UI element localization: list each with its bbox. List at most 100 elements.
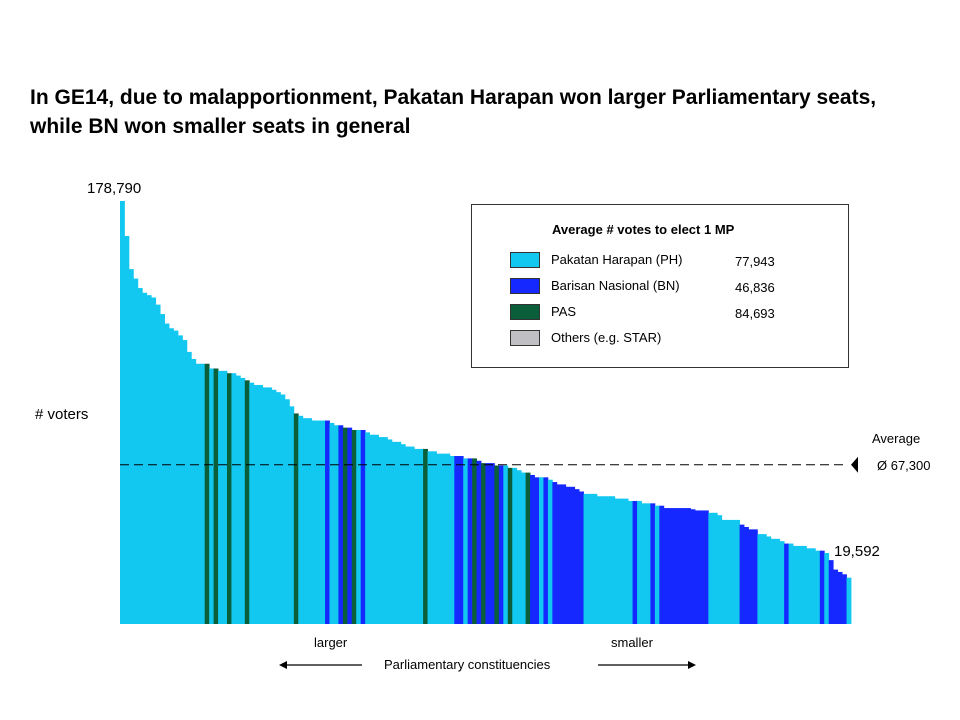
bar-ph <box>302 418 308 624</box>
bar-ph <box>503 465 509 624</box>
bar-ph <box>320 420 326 624</box>
bar-bn <box>744 527 749 624</box>
bar-ph <box>427 451 433 624</box>
bar-bn <box>650 503 656 624</box>
bar-ph <box>516 470 522 624</box>
bar-ph <box>405 446 411 624</box>
bar-ph <box>369 434 375 624</box>
larger-label: larger <box>314 635 348 650</box>
bar-ph <box>195 363 201 624</box>
others-swatch <box>510 330 540 346</box>
bar-ph <box>191 359 197 624</box>
bar-ph <box>311 420 317 624</box>
bar-bn <box>530 474 535 624</box>
bar-ph <box>253 385 259 624</box>
bar-ph <box>160 314 165 624</box>
bar-bn <box>360 430 366 624</box>
bar-bn <box>574 489 580 624</box>
bar-ph <box>409 446 415 624</box>
bar-bn <box>828 560 834 624</box>
bar-pas <box>494 465 500 624</box>
bar-ph <box>596 496 602 624</box>
bar-ph <box>329 422 335 624</box>
bar-ph <box>218 370 223 624</box>
bar-bn <box>659 505 665 624</box>
bar-ph <box>164 323 170 624</box>
bar-ph <box>169 328 174 624</box>
bar-ph <box>445 453 451 624</box>
left-arrow-icon <box>279 661 287 669</box>
bar-bn <box>552 482 558 624</box>
bar-ph <box>200 363 206 624</box>
bar-pas <box>507 467 513 624</box>
bar-ph <box>583 493 589 624</box>
bar-ph <box>726 519 732 624</box>
bar-pas <box>213 368 219 624</box>
bar-ph <box>378 437 384 624</box>
bar-ph <box>284 399 290 624</box>
bar-ph <box>628 500 633 624</box>
bar-ph <box>209 368 215 624</box>
bar-ph <box>721 519 727 624</box>
bar-bn <box>784 543 789 624</box>
bar-ph <box>391 441 397 624</box>
bar-pas <box>423 448 428 624</box>
bar-bn <box>498 465 504 624</box>
right-arrow-icon <box>688 661 696 669</box>
smaller-label: smaller <box>611 635 653 650</box>
bar-bn <box>454 456 460 624</box>
bar-bn <box>842 574 847 624</box>
legend-value: 77,943 <box>735 254 775 269</box>
bar-bn <box>694 510 700 624</box>
bar-ph <box>249 382 255 624</box>
bar-ph <box>289 406 295 624</box>
bar-ph <box>761 534 767 624</box>
bar-ph <box>637 500 642 624</box>
bar-ph <box>654 505 660 624</box>
bar-ph <box>601 496 607 624</box>
bar-bn <box>632 500 638 624</box>
bar-ph <box>142 292 148 624</box>
bar-bn <box>338 425 344 624</box>
bar-ph <box>735 519 740 624</box>
bar-ph <box>610 496 616 624</box>
average-marker-icon <box>851 456 858 473</box>
legend: Average # votes to elect 1 MP Pakatan Ha… <box>471 204 849 368</box>
bar-ph <box>775 538 781 624</box>
y-axis-label: # voters <box>35 406 89 423</box>
bar-bn <box>819 550 825 624</box>
bar-bn <box>752 529 758 624</box>
bar-bn <box>681 508 687 624</box>
bar-ph <box>614 498 620 624</box>
bar-ph <box>387 439 393 624</box>
bar-pas <box>244 380 250 624</box>
bar-bn <box>686 508 691 624</box>
bar-ph <box>235 375 241 624</box>
bar-ph <box>151 297 157 624</box>
bar-ph <box>708 512 714 624</box>
bar-ph <box>521 472 527 624</box>
pas-swatch <box>510 304 540 320</box>
bar-ph <box>356 430 362 624</box>
bar-ph <box>717 515 723 624</box>
bar-ph <box>276 392 281 624</box>
bar-ph <box>316 420 321 624</box>
legend-item-bn: Barisan Nasional (BN) 46,836 <box>510 278 840 298</box>
max-value-label: 178,790 <box>87 180 142 197</box>
bar-ph <box>779 541 785 624</box>
bar-ph <box>757 534 763 624</box>
bar-group <box>120 201 852 625</box>
bar-ph <box>712 512 718 624</box>
bar-ph <box>623 498 629 624</box>
bar-bn <box>699 510 705 624</box>
bar-bn <box>565 486 571 624</box>
bar-ph <box>815 550 821 624</box>
bar-bn <box>458 456 464 624</box>
legend-value: 84,693 <box>735 306 775 321</box>
bar-ph <box>396 441 402 624</box>
bar-ph <box>280 394 286 624</box>
bar-ph <box>641 503 647 624</box>
bar-bn <box>476 460 482 624</box>
bar-ph <box>400 444 406 624</box>
